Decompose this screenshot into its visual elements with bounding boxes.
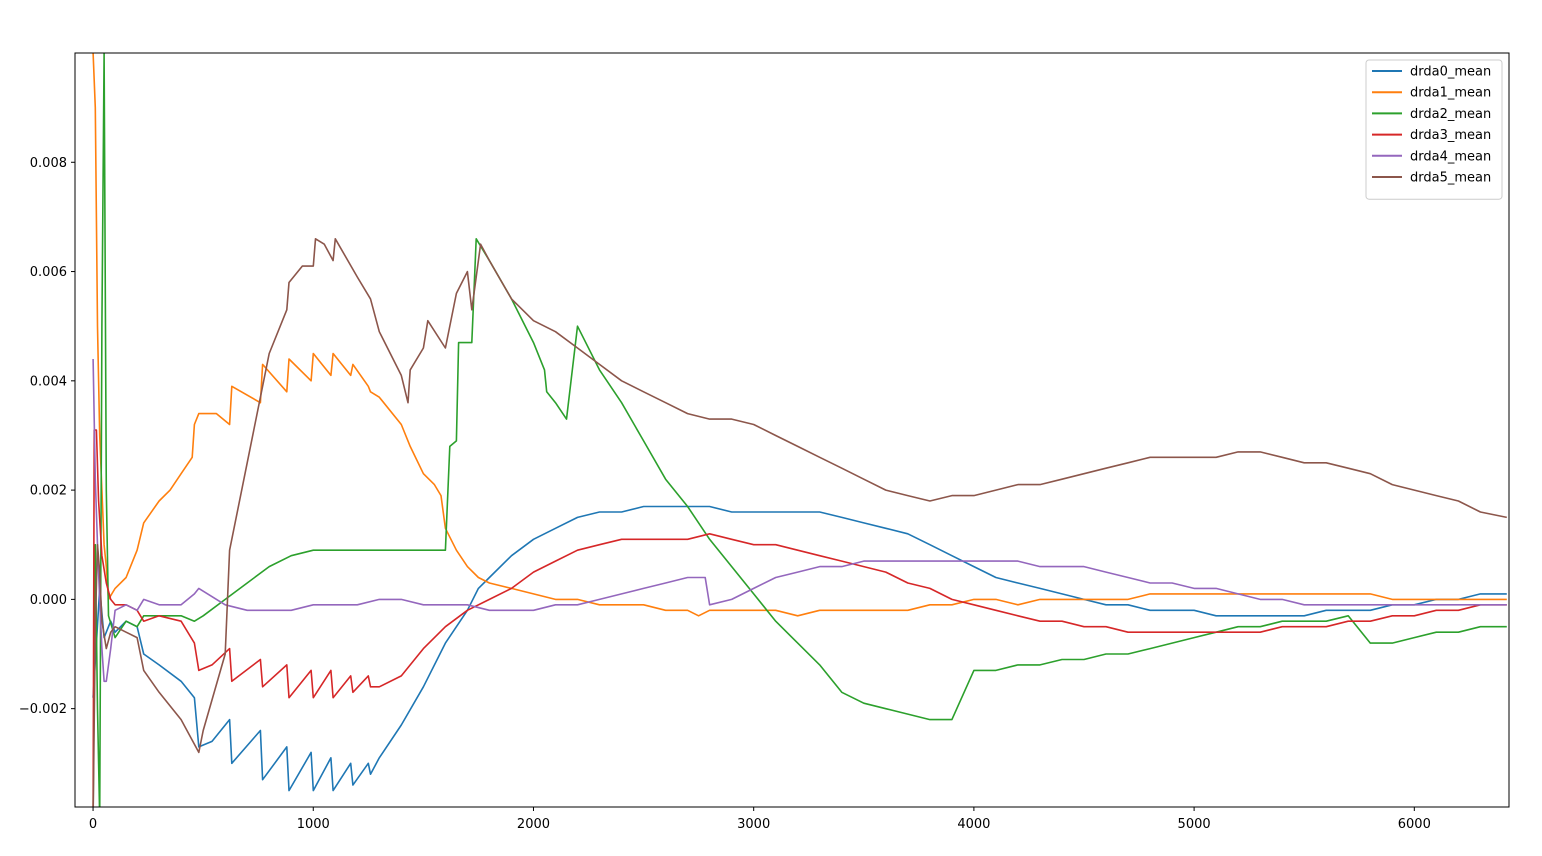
y-tick-label: −0.002 xyxy=(19,702,67,717)
x-axis: 0 1000 2000 3000 4000 5000 6000 xyxy=(89,807,1431,832)
y-tick-label: 0.002 xyxy=(30,484,67,499)
plot-frame xyxy=(74,52,1510,808)
legend-label-drda3_mean: drda3_mean xyxy=(1410,128,1491,143)
series-line-drda5_mean xyxy=(92,238,1507,807)
x-tick-label: 0 xyxy=(89,817,97,832)
y-tick-label: 0.004 xyxy=(30,374,67,389)
y-tick-label: 0.000 xyxy=(30,593,67,608)
x-tick-label: 2000 xyxy=(517,817,550,832)
legend-box xyxy=(1365,59,1503,200)
x-tick-label: 3000 xyxy=(737,817,770,832)
series-line-drda1_mean xyxy=(92,53,1507,617)
series-line-drda4_mean xyxy=(92,358,1507,683)
y-tick-label: 0.006 xyxy=(30,265,67,280)
y-tick-label: 0.008 xyxy=(30,156,67,171)
x-tick-label: 6000 xyxy=(1398,817,1431,832)
series-line-drda2_mean xyxy=(92,53,1507,807)
x-tick-label: 4000 xyxy=(957,817,990,832)
x-tick-label: 5000 xyxy=(1178,817,1211,832)
series-line-drda0_mean xyxy=(92,505,1507,792)
series-layer xyxy=(92,53,1507,807)
legend-label-drda5_mean: drda5_mean xyxy=(1410,171,1491,186)
legend-label-drda2_mean: drda2_mean xyxy=(1410,107,1491,122)
x-tick-label: 1000 xyxy=(297,817,330,832)
legend-label-drda0_mean: drda0_mean xyxy=(1410,65,1491,80)
series-line-drda3_mean xyxy=(92,429,1507,807)
legend: drda0_mean drda1_mean drda2_mean drda3_mean… xyxy=(1365,59,1503,200)
y-axis: −0.002 0.000 0.002 0.004 0.006 0.008 xyxy=(19,156,75,717)
legend-label-drda1_mean: drda1_mean xyxy=(1410,86,1491,101)
legend-label-drda4_mean: drda4_mean xyxy=(1410,149,1491,164)
